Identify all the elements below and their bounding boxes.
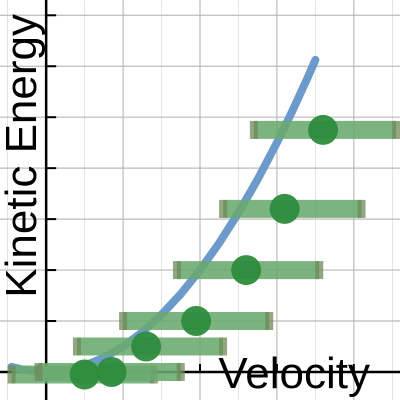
data-point: [96, 356, 127, 387]
data-point: [269, 193, 300, 224]
data-point: [131, 331, 162, 362]
data-point: [181, 306, 212, 337]
data-points: [69, 114, 339, 390]
x-axis-label: Velocity: [218, 349, 370, 398]
data-point: [308, 114, 339, 145]
y-axis-label: Kinetic Energy: [0, 14, 46, 298]
data-point: [231, 255, 262, 286]
error-bars: [7, 120, 400, 384]
data-point: [69, 359, 100, 390]
